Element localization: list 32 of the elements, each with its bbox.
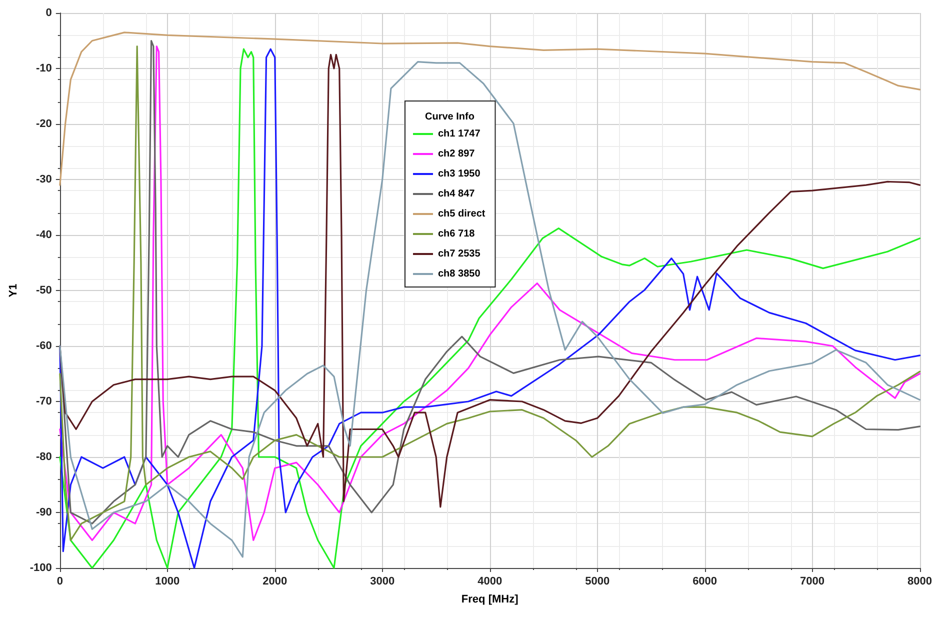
legend-label: ch1 1747 [438, 128, 481, 140]
line-series [59, 32, 921, 186]
y-tick-label: -70 [36, 396, 52, 408]
x-tick-label: 1000 [155, 576, 180, 588]
legend-label: ch6 718 [438, 228, 476, 240]
y-tick-label: 0 [46, 7, 52, 19]
x-tick-label: 3000 [370, 576, 395, 588]
y-tick-label: -20 [36, 118, 52, 130]
legend-title: Curve Info [425, 112, 474, 122]
y-tick-label: -60 [36, 340, 52, 352]
y-axis-title: Y1 [8, 284, 20, 298]
legend-label: ch4 847 [438, 188, 476, 200]
x-tick-label: 6000 [692, 576, 718, 588]
legend-label: ch5 direct [438, 208, 486, 220]
x-tick-label: 2000 [262, 576, 288, 588]
x-tick-label: 0 [56, 576, 63, 588]
y-tick-label: -40 [36, 229, 52, 241]
legend-label: ch8 3850 [438, 268, 481, 280]
y-tick-label: -30 [36, 174, 52, 186]
y-tick-label: -50 [36, 284, 52, 296]
legend-label: ch2 897 [438, 148, 476, 160]
x-tick-label: 5000 [585, 576, 610, 588]
legend-label: ch7 2535 [438, 248, 481, 260]
x-axis-title: Freq [MHz] [461, 594, 519, 606]
x-tick-label: 4000 [478, 576, 502, 588]
x-tick-label: 7000 [800, 576, 825, 588]
y-tick-label: -90 [36, 506, 52, 518]
legend-label: ch3 1950 [438, 168, 481, 180]
y-tick-label: -80 [36, 451, 52, 463]
y-tick-label: -100 [30, 562, 52, 574]
x-tick-label: 8000 [908, 576, 932, 588]
y-tick-label: -10 [36, 62, 52, 74]
